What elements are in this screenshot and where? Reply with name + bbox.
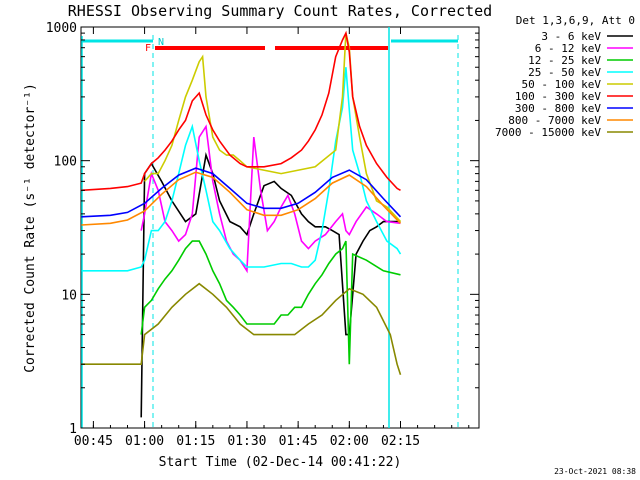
plot-area xyxy=(80,26,480,429)
y-tick-label: 10 xyxy=(61,288,77,303)
series-line-3 xyxy=(140,240,401,365)
legend-label-8: 800 - 7000 keV xyxy=(508,114,601,127)
legend-label-1: 3 - 6 keV xyxy=(541,30,601,43)
x-tick-label: 01:00 xyxy=(125,434,164,449)
chart-title: RHESSI Observing Summary Count Rates, Co… xyxy=(68,2,492,20)
x-axis-ticks: 00:45 01:00 01:15 01:30 01:45 02:00 02:15 xyxy=(74,27,470,449)
series-line-8 xyxy=(81,171,402,226)
flag-label-f: F xyxy=(145,43,151,54)
series-line-4 xyxy=(81,67,402,272)
y-tick-label: 1 xyxy=(69,422,77,437)
series-group xyxy=(81,30,402,418)
series-line-2 xyxy=(140,124,401,274)
timestamp: 23-Oct-2021 08:38 xyxy=(554,467,636,476)
legend-label-3: 12 - 25 keV xyxy=(528,54,601,67)
series-line-9 xyxy=(81,282,402,376)
series-line-7 xyxy=(81,167,402,218)
legend-label-6: 100 - 300 keV xyxy=(515,90,601,103)
flag-label-n: N xyxy=(158,37,164,48)
x-tick-label: 01:15 xyxy=(176,434,215,449)
legend-title: Det 1,3,6,9, Att 0 xyxy=(516,14,635,27)
legend-label-2: 6 - 12 keV xyxy=(535,42,602,55)
y-tick-label: 100 xyxy=(54,155,77,170)
legend-label-7: 300 - 800 keV xyxy=(515,102,601,115)
x-tick-label: 02:15 xyxy=(381,434,420,449)
x-tick-label: 00:45 xyxy=(74,434,113,449)
x-axis-label: Start Time (02-Dec-14 00:41:22) xyxy=(159,455,402,470)
x-tick-label: 01:30 xyxy=(227,434,266,449)
legend-label-4: 25 - 50 keV xyxy=(528,66,601,79)
legend-label-9: 7000 - 15000 keV xyxy=(495,126,601,139)
flag-bars: F N xyxy=(81,27,459,428)
y-tick-label: 1000 xyxy=(46,21,77,36)
plot-frame xyxy=(80,26,480,429)
x-tick-label: 01:45 xyxy=(279,434,318,449)
series-line-1 xyxy=(140,152,401,418)
y-axis-ticks: 1 10 100 1000 xyxy=(46,21,479,437)
series-line-6 xyxy=(81,30,401,192)
x-tick-label: 02:00 xyxy=(330,434,369,449)
legend-label-5: 50 - 100 keV xyxy=(522,78,602,91)
y-axis-label: Corrected Count Rate (s⁻¹ detector⁻¹) xyxy=(23,83,38,373)
series-line-5 xyxy=(143,32,402,223)
